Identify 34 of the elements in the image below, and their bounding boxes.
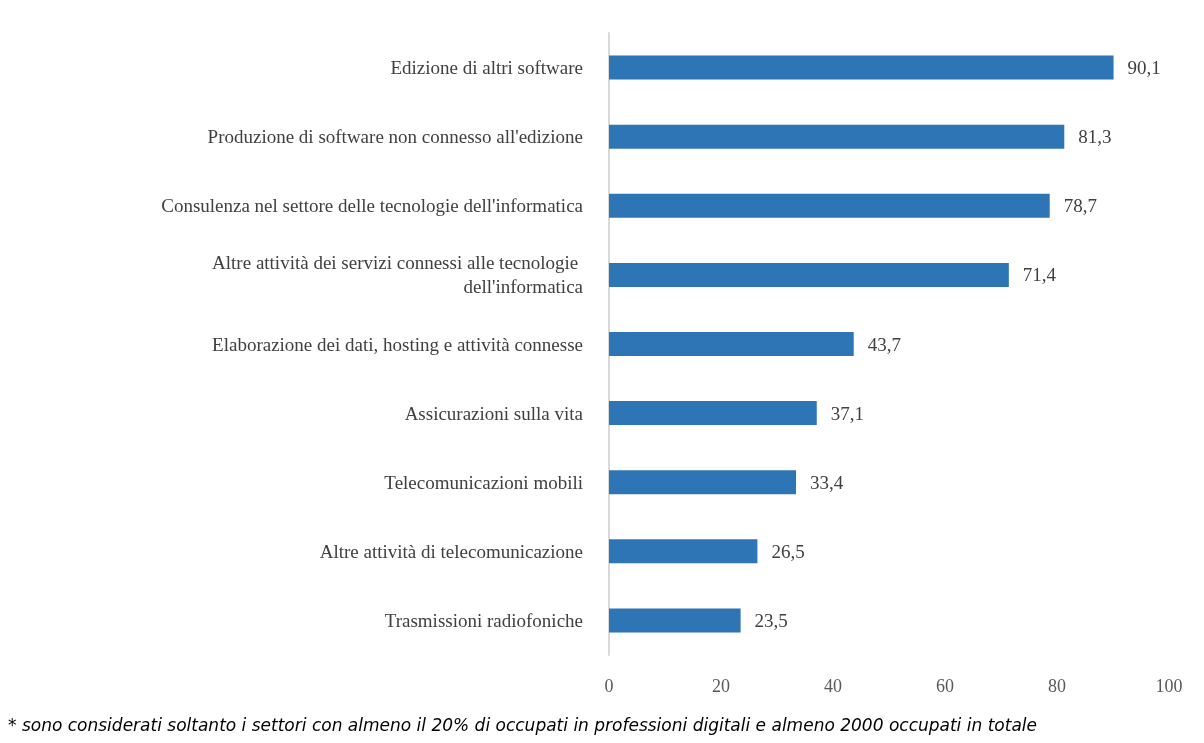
bar <box>609 470 797 495</box>
y-tick-label: Telecomunicazioni mobili <box>384 471 583 493</box>
y-tick-label: Assicurazioni sulla vita <box>404 402 584 424</box>
data-label: 81,3 <box>1078 126 1112 148</box>
data-label: 23,5 <box>754 609 788 631</box>
data-label: 33,4 <box>810 471 844 493</box>
bar <box>609 55 1114 80</box>
x-tick-label: 0 <box>604 676 614 696</box>
data-label: 43,7 <box>867 333 901 355</box>
data-label: 26,5 <box>771 540 805 562</box>
bar <box>609 539 758 564</box>
bar <box>609 124 1065 149</box>
y-tick-label: Produzione di software non connesso all'edizione <box>207 126 583 148</box>
data-label: 37,1 <box>830 402 865 424</box>
data-label: 90,1 <box>1127 57 1161 79</box>
y-tick-label: Altre attività di telecomunicazione <box>319 540 583 562</box>
text: * sono considerati soltanto i settori con almeno il 20% di occupati in professioni digitali e almeno 2000 occupati in totale <box>8 714 1037 735</box>
x-tick-label: 80 <box>1048 676 1066 696</box>
bar <box>609 332 854 356</box>
data-label: 78,7 <box>1063 195 1097 217</box>
y-tick-label: Elaborazione dei dati, hosting e attività connesse <box>212 333 583 355</box>
bar <box>609 608 741 633</box>
x-tick-label: 100 <box>1155 676 1183 696</box>
data-label: 71,4 <box>1022 264 1057 286</box>
y-tick-label: Edizione di altri software <box>390 57 583 79</box>
y-tick-label: Consulenza nel settore delle tecnologie dell'informatica <box>161 195 584 217</box>
bar <box>609 193 1050 218</box>
x-tick-label: 60 <box>936 676 954 696</box>
x-tick-label: 20 <box>712 676 730 696</box>
x-tick-label: 40 <box>824 676 842 696</box>
bar <box>609 401 817 426</box>
y-tick-label: Altre attività dei servizi connessi alle tecnologie dell'informatica <box>212 252 584 298</box>
y-tick-label: Trasmissioni radiofoniche <box>384 609 583 631</box>
bar <box>609 262 1009 287</box>
